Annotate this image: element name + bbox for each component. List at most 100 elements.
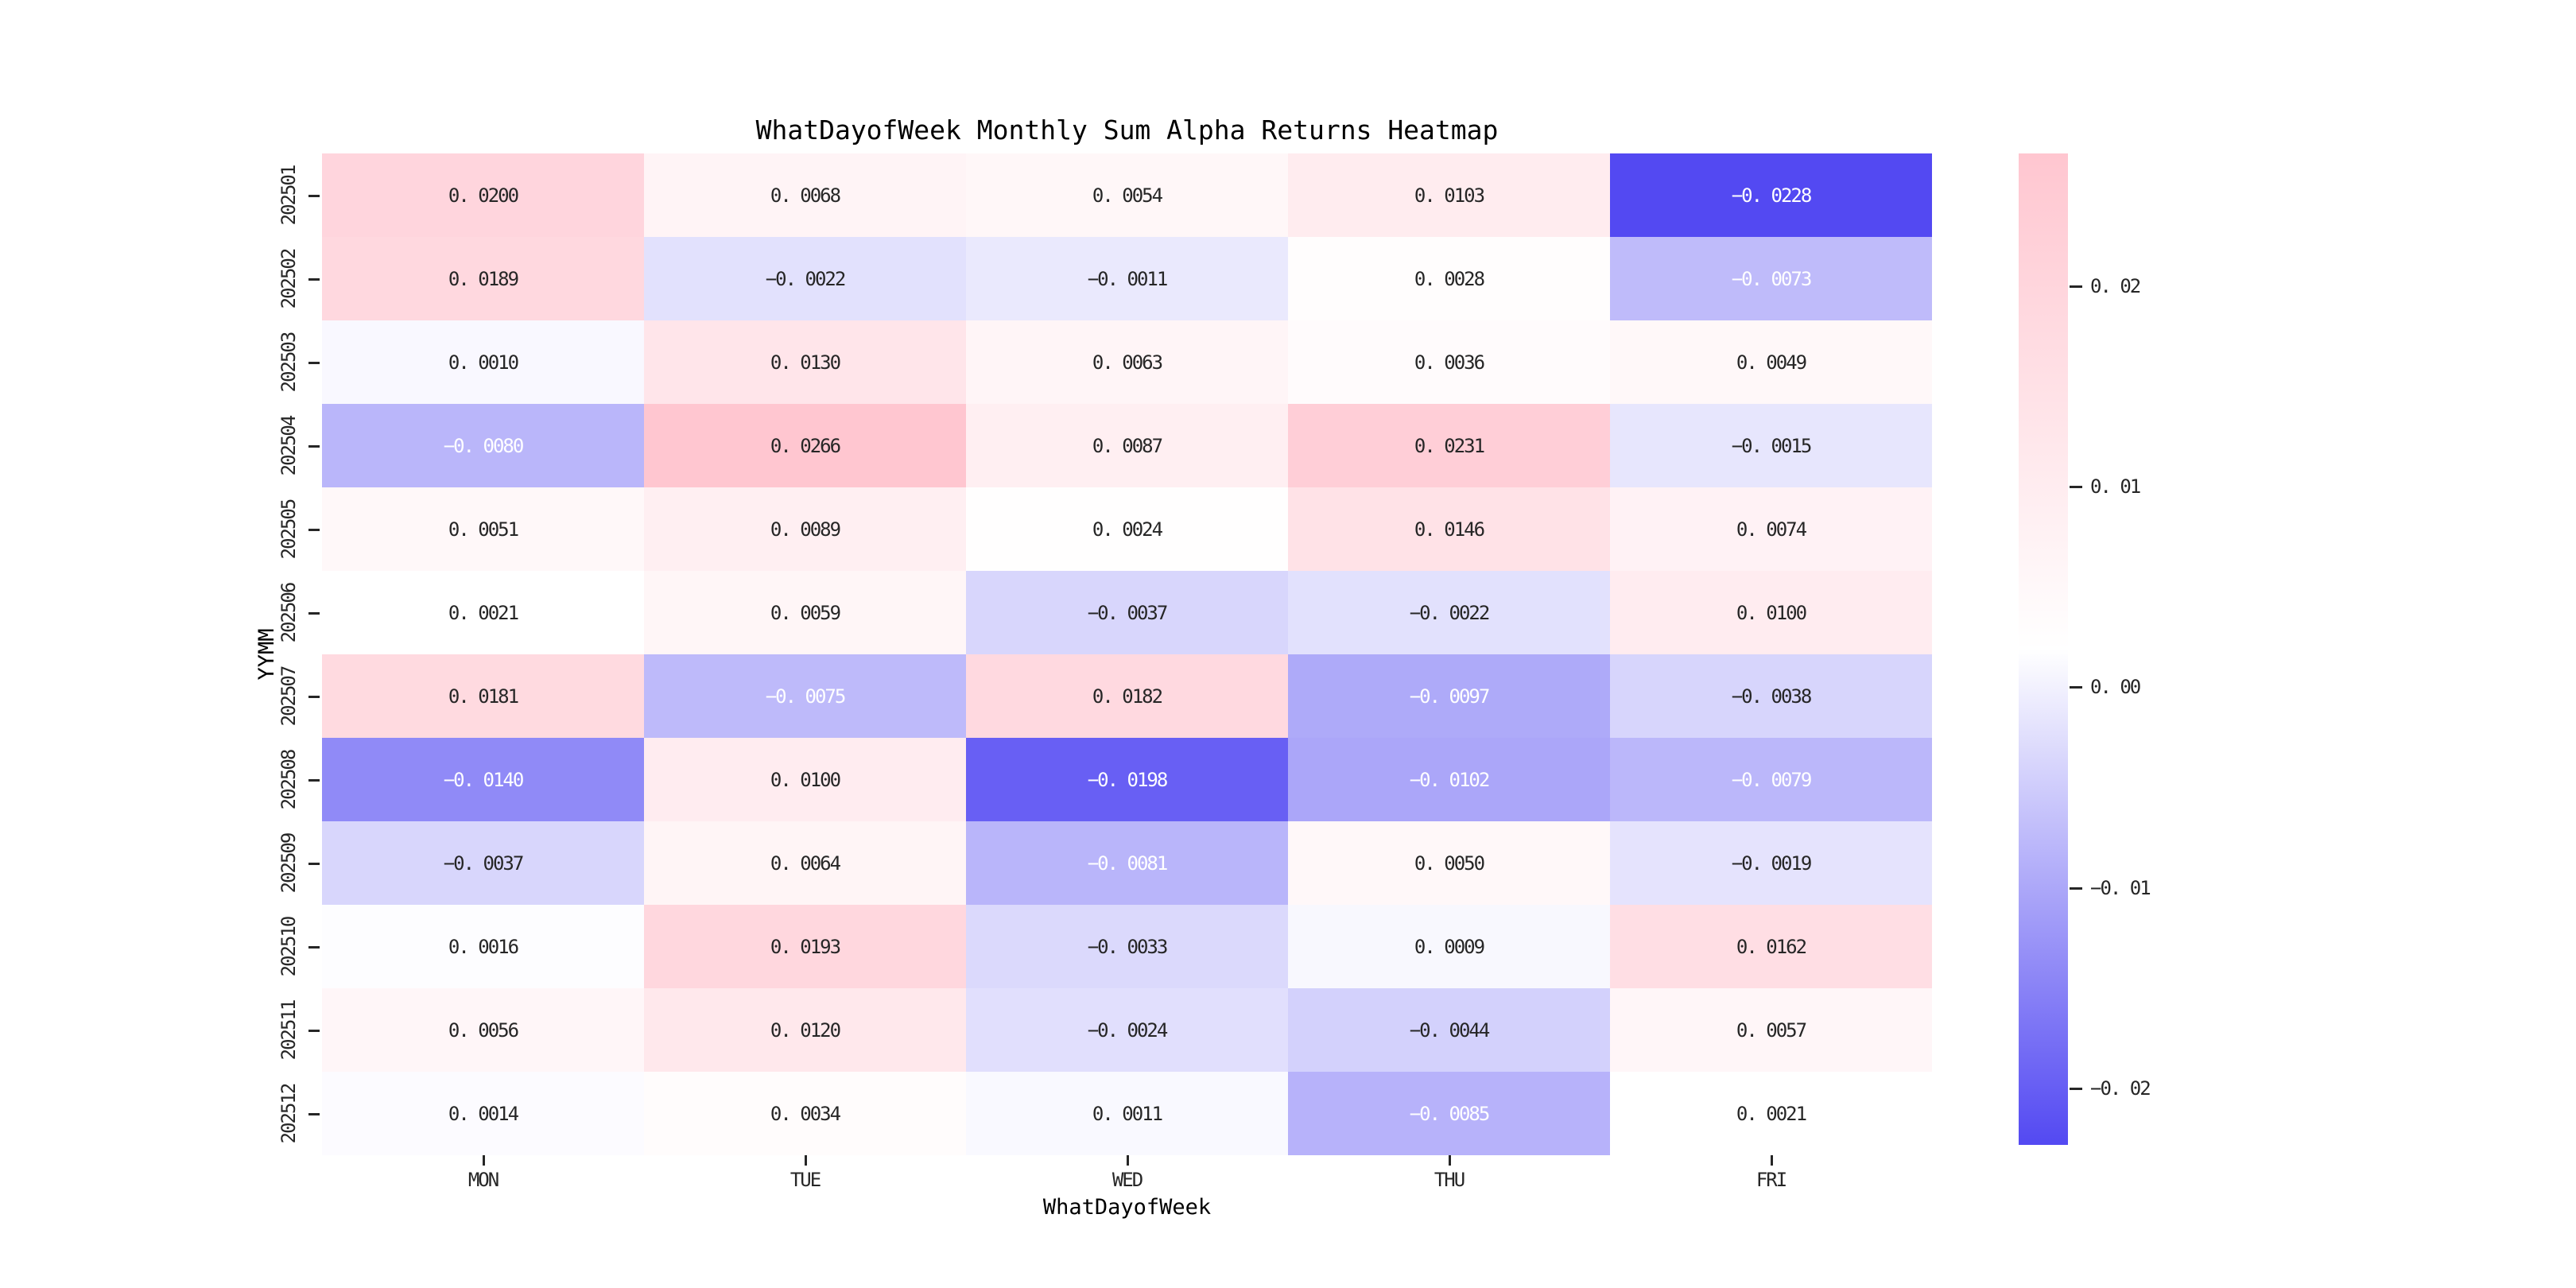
x-tick-label: THU: [1433, 1169, 1465, 1191]
y-tick-mark: [308, 361, 320, 364]
heatmap-cell: −0. 0140: [322, 738, 644, 821]
y-tick-mark: [308, 277, 320, 281]
heatmap-cell: −0. 0022: [1288, 571, 1610, 654]
cell-value: −0. 0024: [1087, 1018, 1169, 1042]
cell-value: 0. 0050: [1414, 852, 1485, 875]
heatmap-cell: 0. 0021: [322, 571, 644, 654]
colorbar-tick-mark: [2070, 285, 2082, 288]
cell-value: −0. 0044: [1409, 1018, 1491, 1042]
heatmap-cell: 0. 0028: [1288, 237, 1610, 320]
heatmap-cell: 0. 0146: [1288, 487, 1610, 571]
heatmap-cell: 0. 0054: [966, 153, 1288, 237]
cell-value: 0. 0103: [1414, 184, 1485, 207]
cell-value: −0. 0075: [765, 685, 847, 708]
y-tick-mark: [308, 862, 320, 865]
cell-value: −0. 0022: [765, 267, 847, 290]
heatmap-cell: −0. 0019: [1610, 821, 1932, 905]
cell-value: 0. 0051: [448, 518, 519, 541]
cell-value: 0. 0231: [1414, 434, 1485, 457]
y-tick-mark: [308, 444, 320, 448]
colorbar-tick-mark: [2070, 486, 2082, 489]
cell-value: 0. 0059: [770, 601, 841, 624]
x-tick-label: FRI: [1755, 1169, 1787, 1191]
heatmap-cell: −0. 0228: [1610, 153, 1932, 237]
cell-value: −0. 0022: [1409, 601, 1491, 624]
heatmap-cell: 0. 0050: [1288, 821, 1610, 905]
heatmap-cell: 0. 0100: [644, 738, 966, 821]
cell-value: 0. 0024: [1092, 518, 1163, 541]
colorbar-tick-label: −0. 02: [2090, 1077, 2151, 1100]
cell-value: 0. 0057: [1736, 1018, 1807, 1042]
x-tick-mark: [1448, 1155, 1451, 1166]
heatmap-cell: 0. 0011: [966, 1072, 1288, 1155]
y-tick-mark: [308, 1112, 320, 1115]
heatmap-cell: 0. 0200: [322, 153, 644, 237]
cell-value: 0. 0068: [770, 184, 841, 207]
heatmap-cell: −0. 0075: [644, 654, 966, 738]
cell-value: −0. 0081: [1087, 852, 1169, 875]
x-tick-mark: [1126, 1155, 1129, 1166]
heatmap-grid: 0. 0200 0. 0068 0. 0054 0. 0103 −0. 0228 0. 0…: [322, 153, 1932, 1155]
heatmap-cell: −0. 0080: [322, 404, 644, 487]
cell-value: 0. 0049: [1736, 351, 1807, 374]
cell-value: 0. 0200: [448, 184, 519, 207]
heatmap-cell: 0. 0100: [1610, 571, 1932, 654]
heatmap-cell: 0. 0162: [1610, 905, 1932, 988]
heatmap-cell: 0. 0064: [644, 821, 966, 905]
cell-value: 0. 0100: [770, 768, 841, 791]
cell-value: 0. 0189: [448, 267, 519, 290]
heatmap-cell: −0. 0037: [966, 571, 1288, 654]
colorbar-tick-mark: [2070, 686, 2082, 689]
heatmap-cell: 0. 0231: [1288, 404, 1610, 487]
heatmap-cell: −0. 0038: [1610, 654, 1932, 738]
heatmap-cell: 0. 0021: [1610, 1072, 1932, 1155]
heatmap-cell: 0. 0014: [322, 1072, 644, 1155]
y-tick-label: 202512: [277, 1084, 300, 1143]
cell-value: −0. 0011: [1087, 267, 1169, 290]
heatmap-cell: −0. 0033: [966, 905, 1288, 988]
x-axis-title: WhatDayofWeek: [1042, 1195, 1212, 1220]
cell-value: −0. 0019: [1731, 852, 1813, 875]
cell-value: −0. 0037: [443, 852, 525, 875]
heatmap-cell: −0. 0044: [1288, 988, 1610, 1072]
heatmap-cell: 0. 0193: [644, 905, 966, 988]
cell-value: 0. 0021: [1736, 1102, 1807, 1125]
y-axis-title: YYMM: [254, 628, 279, 681]
cell-value: 0. 0021: [448, 601, 519, 624]
x-tick-mark: [482, 1155, 485, 1166]
cell-value: 0. 0193: [770, 935, 841, 958]
cell-value: 0. 0100: [1736, 601, 1807, 624]
cell-value: 0. 0016: [448, 935, 519, 958]
heatmap-cell: −0. 0081: [966, 821, 1288, 905]
heatmap-cell: 0. 0266: [644, 404, 966, 487]
heatmap-cell: 0. 0181: [322, 654, 644, 738]
colorbar-tick-label: 0. 00: [2090, 676, 2141, 699]
cell-value: 0. 0074: [1736, 518, 1807, 541]
heatmap-cell: 0. 0057: [1610, 988, 1932, 1072]
cell-value: 0. 0146: [1414, 518, 1485, 541]
cell-value: 0. 0009: [1414, 935, 1485, 958]
cell-value: 0. 0014: [448, 1102, 519, 1125]
heatmap-cell: 0. 0120: [644, 988, 966, 1072]
colorbar-tick-mark: [2070, 886, 2082, 890]
cell-value: −0. 0015: [1731, 434, 1813, 457]
cell-value: −0. 0073: [1731, 267, 1813, 290]
y-tick-mark: [308, 695, 320, 698]
cell-value: −0. 0080: [443, 434, 525, 457]
heatmap-cell: 0. 0024: [966, 487, 1288, 571]
heatmap-cell: 0. 0189: [322, 237, 644, 320]
heatmap-cell: −0. 0024: [966, 988, 1288, 1072]
y-tick-mark: [308, 611, 320, 615]
heatmap-cell: 0. 0059: [644, 571, 966, 654]
cell-value: 0. 0181: [448, 685, 519, 708]
heatmap-cell: 0. 0016: [322, 905, 644, 988]
x-tick-label: MON: [467, 1169, 499, 1191]
colorbar-tick-mark: [2070, 1088, 2082, 1091]
colorbar-tick-label: 0. 01: [2090, 475, 2141, 499]
heatmap-cell: −0. 0198: [966, 738, 1288, 821]
heatmap-cell: 0. 0009: [1288, 905, 1610, 988]
cell-value: 0. 0182: [1092, 685, 1163, 708]
cell-value: −0. 0102: [1409, 768, 1491, 791]
cell-value: −0. 0085: [1409, 1102, 1491, 1125]
cell-value: 0. 0010: [448, 351, 519, 374]
